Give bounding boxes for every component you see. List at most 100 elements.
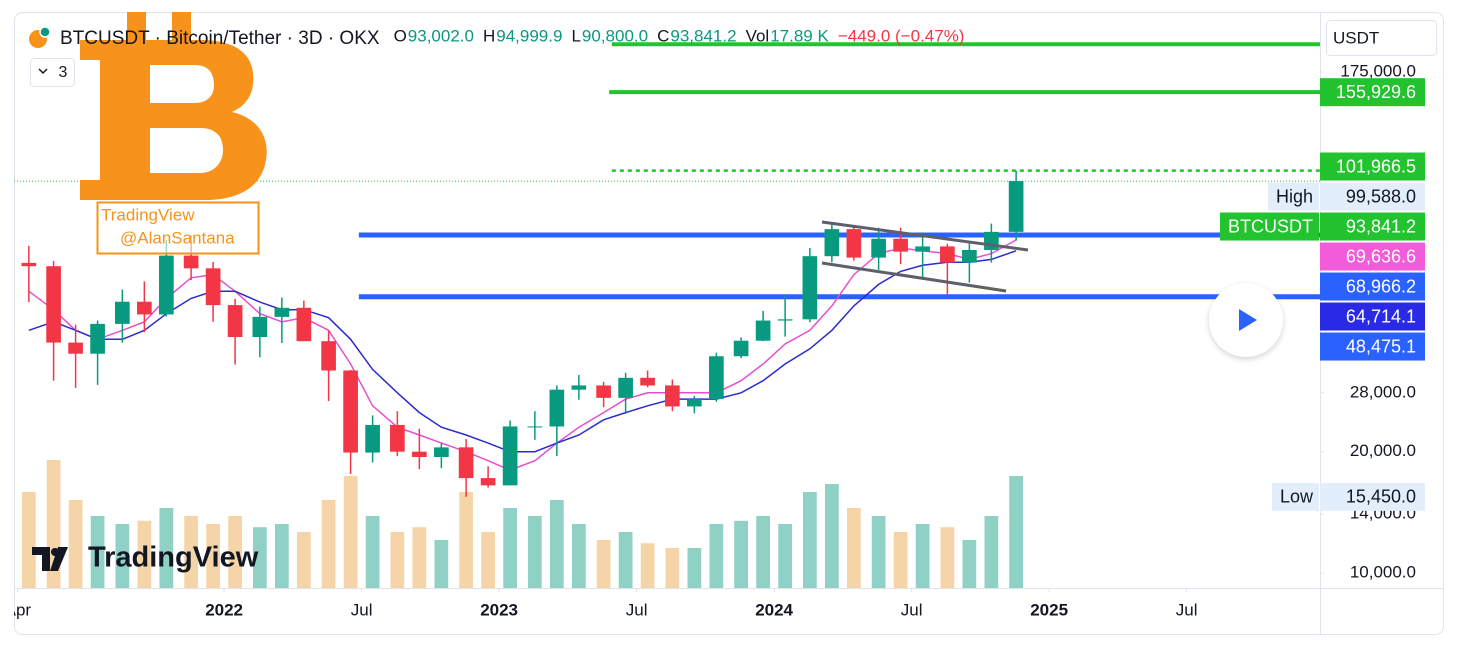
volume-bar <box>1009 476 1023 588</box>
currency-button[interactable]: USDT <box>1326 20 1437 56</box>
volume-bar <box>434 540 449 588</box>
volume-bar <box>778 524 792 588</box>
quote-key: H <box>483 26 495 45</box>
x-tick-label: Apr <box>5 600 32 619</box>
candle-body <box>733 340 749 357</box>
candle-body <box>755 320 771 341</box>
volume-bar <box>846 508 861 588</box>
price-tag-prefix: High <box>1276 186 1313 206</box>
candle-body <box>709 356 724 400</box>
volume-bar <box>687 548 702 588</box>
volume-bar <box>824 484 839 588</box>
frame <box>14 12 1444 635</box>
price-tag-label: 64,714.1 <box>1346 306 1416 326</box>
volume-bar <box>68 500 83 588</box>
candle-body <box>46 266 61 343</box>
volume-bar <box>549 500 564 588</box>
play-button[interactable] <box>1209 283 1283 357</box>
volume-bar <box>756 516 770 588</box>
candle-body <box>480 478 496 486</box>
volume-bar <box>206 524 220 588</box>
price-tag-prefix-box <box>1267 182 1319 211</box>
quote-change: −449.0 (−0.47%) <box>838 26 965 45</box>
candle-body <box>640 377 655 386</box>
candle-body <box>940 246 955 263</box>
legend-toggle[interactable]: 3 <box>30 58 75 87</box>
candle-body <box>665 385 680 407</box>
volume-bar <box>802 492 817 588</box>
price-tag-label: 69,636.6 <box>1346 246 1416 266</box>
quote-key: Vol <box>746 26 770 45</box>
volume-bar <box>159 508 174 588</box>
y-tick-label: 28,000.0 <box>1350 382 1416 401</box>
volume-bar <box>365 516 380 588</box>
candle-body <box>618 377 633 398</box>
header: BTCUSDT · Bitcoin/Tether · 3D · OKX O 93,0… <box>29 26 964 49</box>
price-tag-label: 93,841.2 <box>1346 216 1416 236</box>
price-tag-prefix: BTCUSDT <box>1228 216 1313 236</box>
candle-body <box>159 255 174 315</box>
x-tick-label: Jul <box>1176 600 1198 619</box>
candle-body <box>115 301 130 324</box>
volume-bar <box>274 524 289 588</box>
watermark: TradingView <box>32 542 259 574</box>
quote-value: 17.89 K <box>770 26 829 45</box>
moving-average <box>28 239 1017 471</box>
price-tags: 155,929.6 101,966.5 99,588.0 High 93,841.2 BT… <box>1220 78 1425 511</box>
quote-value: 94,999.9 <box>496 26 562 45</box>
candle-body <box>21 262 37 267</box>
x-tick-label: 2024 <box>755 600 793 619</box>
volume-bar <box>527 516 542 588</box>
candle-body <box>183 255 199 269</box>
author-box: TradingView @AlanSantana <box>96 201 260 255</box>
candle-body <box>571 385 587 390</box>
volume-bar <box>21 492 36 588</box>
legend-toggle-count: 3 <box>59 64 68 81</box>
candle-body <box>390 424 405 452</box>
candle-body <box>502 426 518 486</box>
quote-value: 93,841.2 <box>670 26 736 45</box>
candle-body <box>802 256 818 320</box>
symbol-title: BTCUSDT · Bitcoin/Tether · 3D · OKX <box>60 28 380 49</box>
volume-bar <box>252 527 267 588</box>
volume-bar <box>90 516 105 588</box>
candle-body <box>915 246 930 252</box>
quote-key: C <box>657 26 669 45</box>
price-tag <box>1320 212 1425 241</box>
volume-bar <box>571 524 586 588</box>
candle-body <box>596 385 611 398</box>
candle-body <box>687 399 702 407</box>
volume-bar <box>184 516 198 588</box>
price-tag-label: 101,966.5 <box>1336 156 1416 176</box>
channel-line <box>821 261 1007 293</box>
currency-label: USDT <box>1333 28 1379 47</box>
volume-bar <box>115 524 130 588</box>
volume-bar <box>459 492 473 588</box>
price-tag <box>1320 332 1425 361</box>
candle-body <box>549 389 565 427</box>
candle-body <box>296 307 312 342</box>
x-tick-label: 2022 <box>205 600 243 619</box>
x-tick-label: Jul <box>626 600 648 619</box>
volume-bar <box>871 516 886 588</box>
price-tag-prefix: Low <box>1280 487 1314 507</box>
price-tag-prefix-box <box>1220 212 1319 241</box>
channel-line <box>821 220 1029 252</box>
moving-average <box>28 250 1017 453</box>
x-tick-label: 2025 <box>1030 600 1068 619</box>
quote-value: 93,002.0 <box>408 26 474 45</box>
price-tag <box>1320 152 1425 181</box>
x-tick-label: Jul <box>351 600 373 619</box>
volume-bar <box>984 516 999 588</box>
candle-body <box>68 342 83 354</box>
volume-bar <box>390 532 405 588</box>
volume-bar <box>503 508 517 588</box>
price-tag-prefix-box <box>1271 482 1319 511</box>
price-tag-label: 48,475.1 <box>1346 336 1416 356</box>
volume-bar <box>962 540 977 588</box>
candle-body <box>871 238 886 258</box>
volume-bar <box>228 516 242 588</box>
y-tick-label: 175,000.0 <box>1340 61 1416 80</box>
price-tag <box>1320 482 1425 511</box>
author-line: @AlanSantana <box>120 228 235 247</box>
